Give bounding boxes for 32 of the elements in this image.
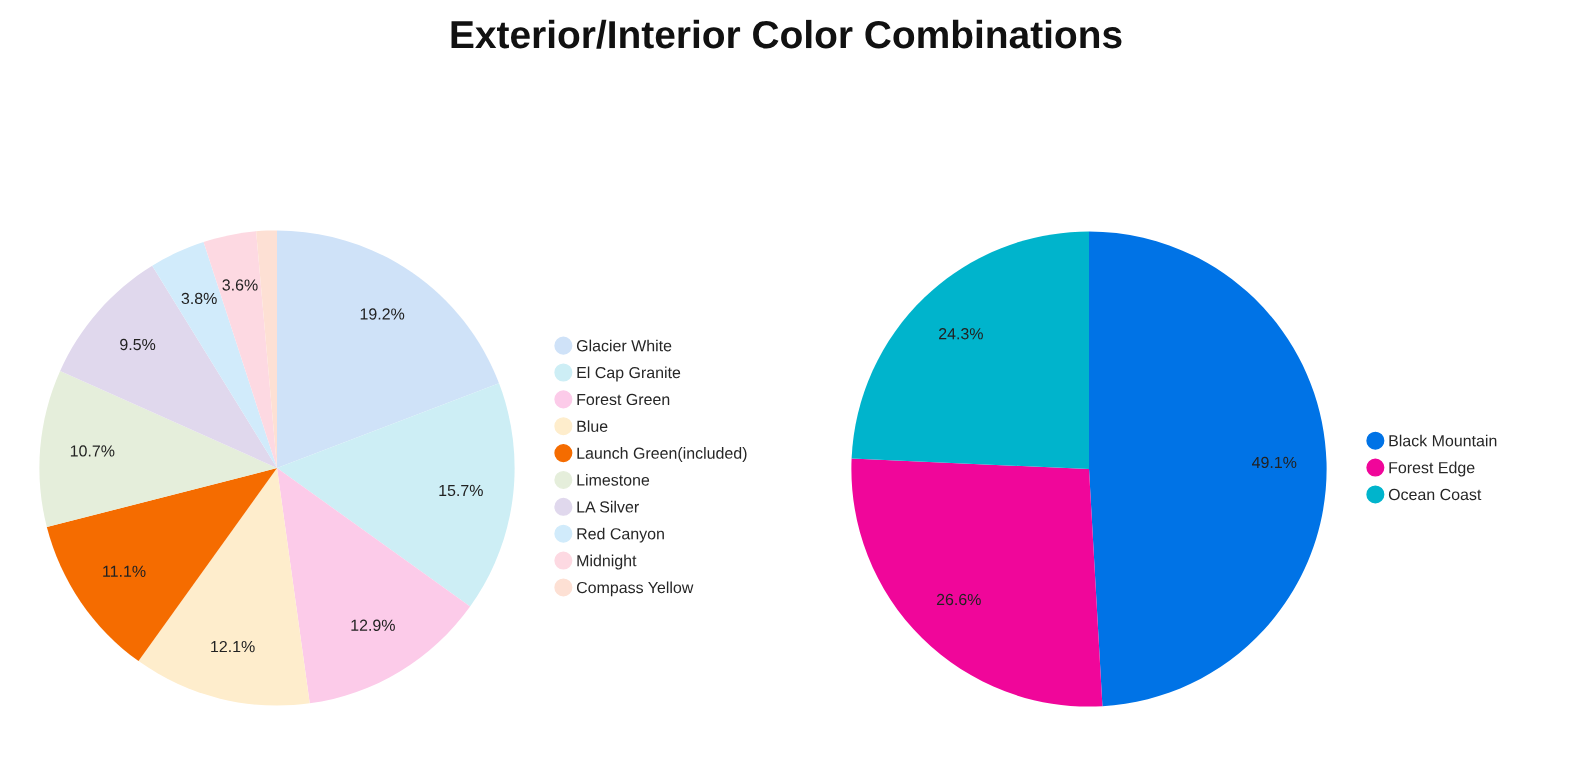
data-label: 3.8% [181, 292, 217, 305]
legend-label: Limestone [577, 473, 650, 486]
data-label: 24.3% [939, 328, 983, 340]
data-label: 10.7% [70, 445, 115, 457]
legend-label: El Cap Granite [577, 366, 681, 382]
pie-slice [39, 370, 277, 528]
data-label: 11.1% [103, 565, 146, 577]
data-label: 19.2% [360, 308, 405, 320]
legend-label: Forest Edge [1389, 461, 1475, 477]
pie-slice [851, 458, 1103, 707]
data-label: 9.5% [120, 338, 156, 351]
legend-label: Compass Yellow [576, 581, 694, 597]
legend-label: Forest Green [577, 393, 670, 406]
legend-label: Red Canyon [577, 527, 664, 543]
data-label: 49.1% [1252, 456, 1297, 469]
legend-label: Glacier White [576, 339, 672, 352]
data-label: 12.1% [211, 640, 255, 653]
chart-title: Exterior/Interior Color Combinations [451, 19, 1122, 49]
legend-label: Blue [577, 420, 608, 432]
legend-label: Launch Green(included) [577, 447, 747, 462]
pie-slice [1089, 231, 1327, 707]
legend-label: LA Silver [577, 500, 639, 513]
pie-slice [46, 468, 277, 662]
pie-slice [851, 231, 1089, 469]
data-label: 3.6% [222, 279, 258, 291]
legend-label: Black Mountain [1389, 434, 1497, 447]
legend-label: Ocean Coast [1388, 488, 1482, 501]
pie-slice [60, 265, 277, 468]
legend-label: Midnight [577, 554, 637, 570]
data-label: 26.6% [936, 593, 981, 606]
data-label: 12.9% [351, 619, 395, 631]
data-label: 15.7% [439, 484, 483, 497]
